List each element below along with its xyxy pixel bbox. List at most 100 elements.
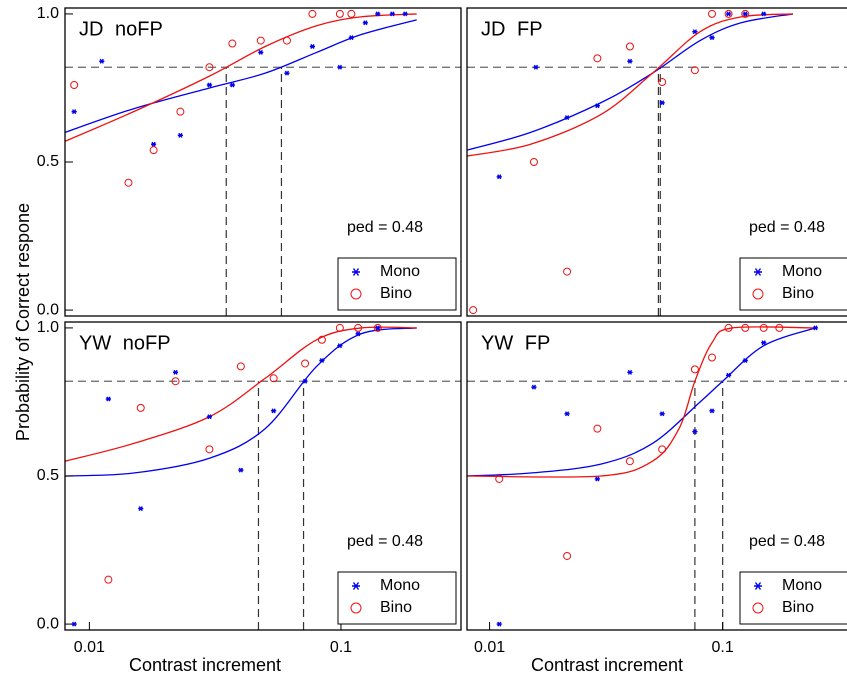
data-point — [761, 340, 767, 346]
data-point — [742, 358, 748, 363]
data-point — [627, 58, 633, 64]
y-tick-label: 0.0 — [37, 615, 59, 632]
data-point — [564, 115, 570, 121]
legend-marker — [352, 582, 360, 590]
data-point — [136, 403, 145, 412]
fit-curve — [65, 19, 417, 133]
data-point — [533, 64, 539, 70]
legend-label: Mono — [380, 263, 420, 280]
data-point — [709, 408, 715, 414]
data-point — [593, 424, 602, 433]
data-point — [176, 107, 185, 116]
data-point — [284, 70, 290, 76]
data-point — [658, 78, 667, 87]
data-point — [741, 9, 750, 18]
data-point — [70, 81, 79, 89]
data-point — [177, 132, 183, 138]
data-point — [389, 11, 395, 17]
legend-box — [337, 257, 457, 311]
data-point — [206, 414, 213, 420]
data-point — [659, 411, 665, 417]
fit-curve — [65, 13, 417, 142]
data-point — [337, 64, 343, 70]
legend-label: Bino — [782, 599, 814, 616]
data-point — [563, 551, 572, 560]
data-point — [759, 323, 768, 332]
data-point — [658, 445, 667, 454]
fit-curve — [467, 13, 793, 157]
data-point — [495, 474, 504, 483]
data-point — [761, 11, 767, 17]
data-point — [228, 39, 237, 48]
data-point — [625, 457, 634, 466]
data-point — [104, 575, 113, 584]
data-point — [375, 325, 381, 331]
legend-marker — [752, 602, 764, 614]
data-point — [690, 66, 699, 75]
x-tick-label: 0.01 — [74, 639, 105, 656]
data-point — [362, 20, 368, 26]
annotation: ped = 0.48 — [749, 219, 825, 236]
data-point — [105, 396, 111, 402]
data-point — [496, 621, 502, 627]
data-point — [335, 9, 344, 18]
legend-label: Bino — [380, 285, 412, 302]
panel-title: JD noFP — [79, 18, 163, 40]
data-point — [708, 9, 717, 18]
data-point — [172, 369, 179, 375]
plot-area — [467, 13, 847, 316]
legend-label: Bino — [380, 599, 412, 616]
data-point — [402, 11, 408, 17]
annotation: ped = 0.48 — [347, 533, 423, 550]
data-point — [282, 36, 291, 45]
axes-frame — [466, 321, 847, 631]
fit-curve — [65, 327, 417, 477]
data-point — [229, 82, 235, 88]
fit-curve — [65, 326, 417, 462]
x-axis-title: Contrast increment — [129, 655, 281, 675]
panel-title: JD FP — [481, 18, 543, 40]
data-point — [271, 408, 277, 414]
data-point — [593, 54, 602, 63]
data-point — [725, 372, 732, 378]
legend-box — [739, 257, 847, 311]
data-point — [741, 323, 750, 332]
legend-box — [337, 571, 457, 625]
y-tick-label: 0.5 — [37, 153, 59, 170]
data-point — [138, 506, 144, 512]
data-point — [301, 359, 310, 368]
data-point — [309, 44, 316, 49]
data-point — [347, 9, 356, 18]
data-point — [236, 362, 245, 371]
data-point — [563, 267, 572, 276]
data-point — [529, 158, 538, 166]
y-axis-title: Probability of Correct respone — [13, 203, 33, 441]
legend-label: Bino — [782, 285, 814, 302]
data-point — [594, 103, 600, 109]
data-point — [308, 9, 317, 18]
data-point — [725, 11, 732, 17]
data-point — [337, 343, 343, 349]
y-tick-label: 1.0 — [37, 5, 59, 22]
data-point — [469, 306, 478, 315]
data-point — [71, 109, 77, 115]
legend-marker — [350, 602, 362, 614]
x-tick-label: 0.1 — [330, 639, 352, 656]
legend-label: Mono — [782, 263, 822, 280]
fit-curve — [467, 327, 816, 477]
legend-marker — [754, 582, 762, 590]
data-point — [692, 29, 698, 35]
data-point — [206, 82, 213, 88]
legend-marker — [352, 268, 360, 276]
data-point — [354, 323, 363, 332]
data-point — [348, 35, 354, 41]
legend-marker — [754, 268, 762, 276]
annotation: ped = 0.48 — [347, 219, 423, 236]
panel-title: YW noFP — [79, 332, 171, 354]
data-point — [625, 42, 634, 51]
data-point — [302, 378, 308, 384]
data-point — [627, 369, 633, 375]
legend-marker — [752, 288, 764, 300]
data-point — [205, 63, 214, 72]
